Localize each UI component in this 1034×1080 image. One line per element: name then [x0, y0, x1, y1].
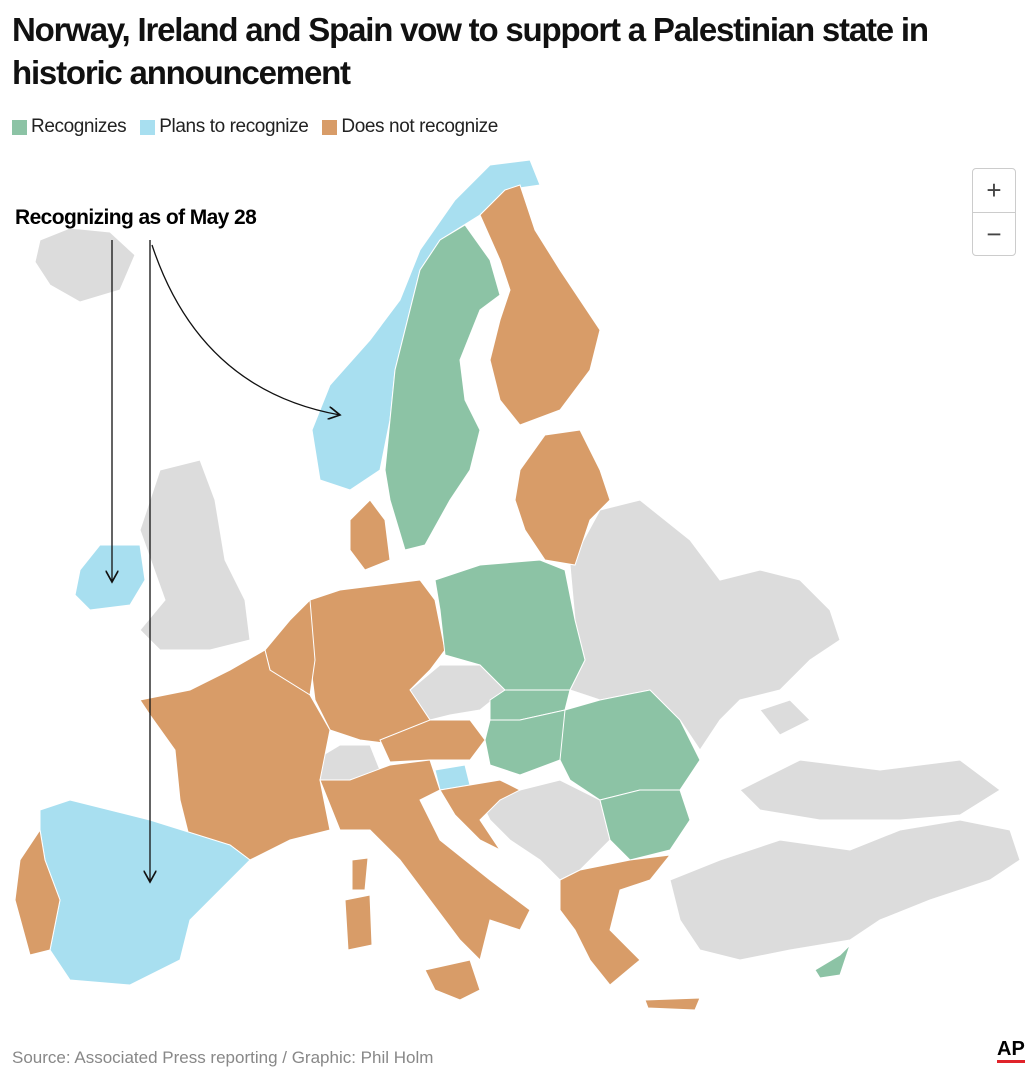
country [739, 759, 1001, 821]
country [569, 499, 841, 751]
logo: AP [997, 1038, 1025, 1063]
zoom-in[interactable]: + [973, 169, 1015, 213]
legend-label: Recognizes [31, 116, 127, 137]
annotation: Recognizing as of May 28 [15, 206, 257, 229]
country [424, 959, 481, 1001]
country [14, 828, 61, 956]
legend: Recognizes Plans to recognize Does not rec… [12, 116, 498, 138]
country [139, 649, 331, 861]
countries [14, 159, 1021, 1011]
zoom-control: + − [972, 168, 1016, 256]
legend-item: Recognizes [12, 116, 127, 138]
country [319, 759, 531, 961]
country [379, 719, 486, 763]
country [439, 779, 522, 852]
country [514, 429, 611, 566]
legend-swatch [140, 119, 156, 135]
map: Recognizing as of May 28 [14, 159, 1021, 1011]
country [139, 459, 251, 651]
country [669, 819, 1021, 961]
country [309, 579, 446, 746]
country [34, 227, 136, 303]
arrow [151, 244, 340, 415]
country [479, 184, 601, 426]
country [759, 699, 811, 736]
country [644, 997, 701, 1011]
country [351, 857, 369, 891]
country [814, 944, 851, 979]
country [74, 544, 146, 611]
legend-label: Plans to recognize [159, 116, 309, 137]
country [349, 499, 391, 571]
arrows [112, 240, 340, 882]
country [384, 224, 501, 551]
country [559, 854, 672, 986]
legend-label: Does not recognize [341, 116, 498, 137]
country [344, 894, 373, 951]
source: Source: Associated Press reporting / Gra… [12, 1048, 434, 1067]
legend-swatch [322, 119, 338, 135]
title: Norway, Ireland and Spain vow to support… [12, 11, 929, 91]
legend-item: Plans to recognize [140, 116, 309, 138]
legend-swatch [12, 119, 27, 135]
legend-item: Does not recognize [322, 116, 498, 138]
zoom-out[interactable]: − [986, 219, 1002, 249]
country [599, 789, 691, 861]
